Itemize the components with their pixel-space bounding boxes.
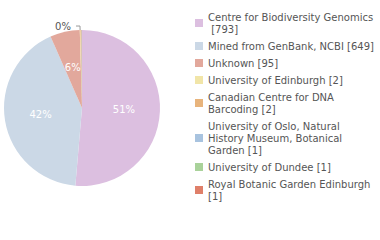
svg-text:University of Oslo, Natural: University of Oslo, Natural xyxy=(208,121,343,132)
svg-text:History Museum, Botanical: History Museum, Botanical xyxy=(208,133,345,144)
svg-text:Canadian Centre for DNA: Canadian Centre for DNA xyxy=(208,92,337,103)
svg-text:Centre for Biodiversity Genomi: Centre for Biodiversity Genomics xyxy=(208,12,373,23)
svg-text:6%: 6% xyxy=(65,62,81,73)
svg-text:Unknown [95]: Unknown [95] xyxy=(208,58,278,69)
svg-text:0%: 0% xyxy=(55,21,71,32)
svg-text:University of Edinburgh [2]: University of Edinburgh [2] xyxy=(208,75,343,86)
svg-text:Royal Botanic Garden Edinburgh: Royal Botanic Garden Edinburgh xyxy=(208,179,374,190)
svg-text:42%: 42% xyxy=(29,109,51,120)
svg-text:University of Dundee [1]: University of Dundee [1] xyxy=(208,162,331,173)
svg-text:Mined from GenBank, NCBI [649]: Mined from GenBank, NCBI [649] xyxy=(208,41,374,52)
svg-text:[793]: [793] xyxy=(208,24,238,35)
svg-text:[1]: [1] xyxy=(208,191,222,202)
svg-text:51%: 51% xyxy=(113,104,135,115)
svg-text:Barcoding [2]: Barcoding [2] xyxy=(208,104,276,115)
svg-text:Garden [1]: Garden [1] xyxy=(208,145,262,156)
